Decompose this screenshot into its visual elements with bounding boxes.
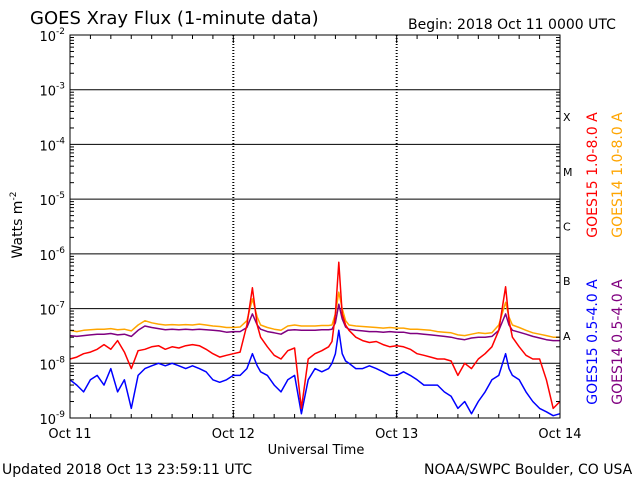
grid-layer bbox=[70, 34, 560, 419]
y-tick-exponent: -9 bbox=[56, 410, 65, 420]
y-tick-label: 10-7 bbox=[39, 301, 65, 319]
flare-class-label: B bbox=[563, 275, 571, 288]
x-axis-label: Universal Time bbox=[268, 443, 365, 458]
y-tick-base: 10 bbox=[39, 30, 56, 45]
updated-time: Updated 2018 Oct 13 23:59:11 UTC bbox=[2, 462, 252, 478]
y-tick-exponent: -5 bbox=[56, 191, 65, 201]
y-tick-label: 10-9 bbox=[39, 410, 65, 428]
y-tick-exponent: -2 bbox=[56, 27, 65, 37]
y-tick-base: 10 bbox=[39, 85, 56, 100]
flare-class-label: X bbox=[563, 111, 571, 124]
legend-label: GOES15 0.5-4.0 A bbox=[585, 279, 601, 405]
legend-label: GOES15 1.0-8.0 A bbox=[585, 112, 601, 238]
svg-text:Watts m-2: Watts m-2 bbox=[9, 192, 26, 259]
y-tick-label: 10-6 bbox=[39, 246, 65, 264]
series-line bbox=[69, 329, 561, 417]
series-line bbox=[69, 303, 560, 342]
legend: GOES15 1.0-8.0 A GOES14 1.0-8.0 A GOES15 0… bbox=[585, 112, 626, 405]
y-tick-base: 10 bbox=[39, 413, 56, 428]
y-tick-base: 10 bbox=[39, 249, 56, 264]
legend-label: GOES14 0.5-4.0 A bbox=[610, 279, 626, 405]
plot-frame bbox=[69, 34, 561, 419]
legend-label: GOES14 1.0-8.0 A bbox=[610, 112, 626, 238]
y-tick-base: 10 bbox=[39, 194, 56, 209]
legend-entry: GOES15 1.0-8.0 A bbox=[585, 112, 601, 238]
series-line bbox=[69, 261, 561, 410]
flare-class-label: C bbox=[563, 221, 571, 234]
legend-entry: GOES14 1.0-8.0 A bbox=[610, 112, 626, 238]
y-axis-label: Watts m-2 bbox=[9, 192, 26, 259]
x-tick-label: Oct 13 bbox=[375, 427, 418, 442]
y-tick-exponent: -6 bbox=[56, 246, 65, 256]
y-tick-base: 10 bbox=[39, 304, 56, 319]
y-tick-exponent: -8 bbox=[56, 355, 65, 365]
y-tick-label: 10-3 bbox=[39, 82, 65, 100]
legend-entry: GOES14 0.5-4.0 A bbox=[610, 279, 626, 405]
flare-class-label: A bbox=[563, 330, 571, 343]
source-credit: NOAA/SWPC Boulder, CO USA bbox=[424, 462, 633, 478]
x-tick-label: Oct 11 bbox=[48, 427, 91, 442]
y-tick-exponent: -4 bbox=[56, 136, 65, 146]
y-tick-label: 10-8 bbox=[39, 355, 65, 373]
x-tick-label: Oct 14 bbox=[538, 427, 581, 442]
flare-class-label: M bbox=[563, 166, 573, 179]
y-tick-label: 10-5 bbox=[39, 191, 65, 209]
x-tick-label: Oct 12 bbox=[212, 427, 255, 442]
y-tick-exponent: -7 bbox=[56, 301, 65, 311]
y-tick-label: 10-4 bbox=[39, 136, 65, 154]
legend-entry: GOES15 0.5-4.0 A bbox=[585, 279, 601, 405]
y-tick-base: 10 bbox=[39, 358, 56, 373]
y-tick-label: 10-2 bbox=[39, 27, 65, 45]
chart-title: GOES Xray Flux (1-minute data) bbox=[30, 8, 319, 29]
y-axis-label-sup: -2 bbox=[9, 192, 19, 201]
y-tick-base: 10 bbox=[39, 139, 56, 154]
y-tick-exponent: -3 bbox=[56, 82, 65, 92]
series-line bbox=[69, 291, 560, 338]
y-axis-label-text: Watts m bbox=[10, 201, 26, 259]
begin-time: Begin: 2018 Oct 11 0000 UTC bbox=[408, 17, 616, 33]
series-layer bbox=[69, 261, 561, 417]
